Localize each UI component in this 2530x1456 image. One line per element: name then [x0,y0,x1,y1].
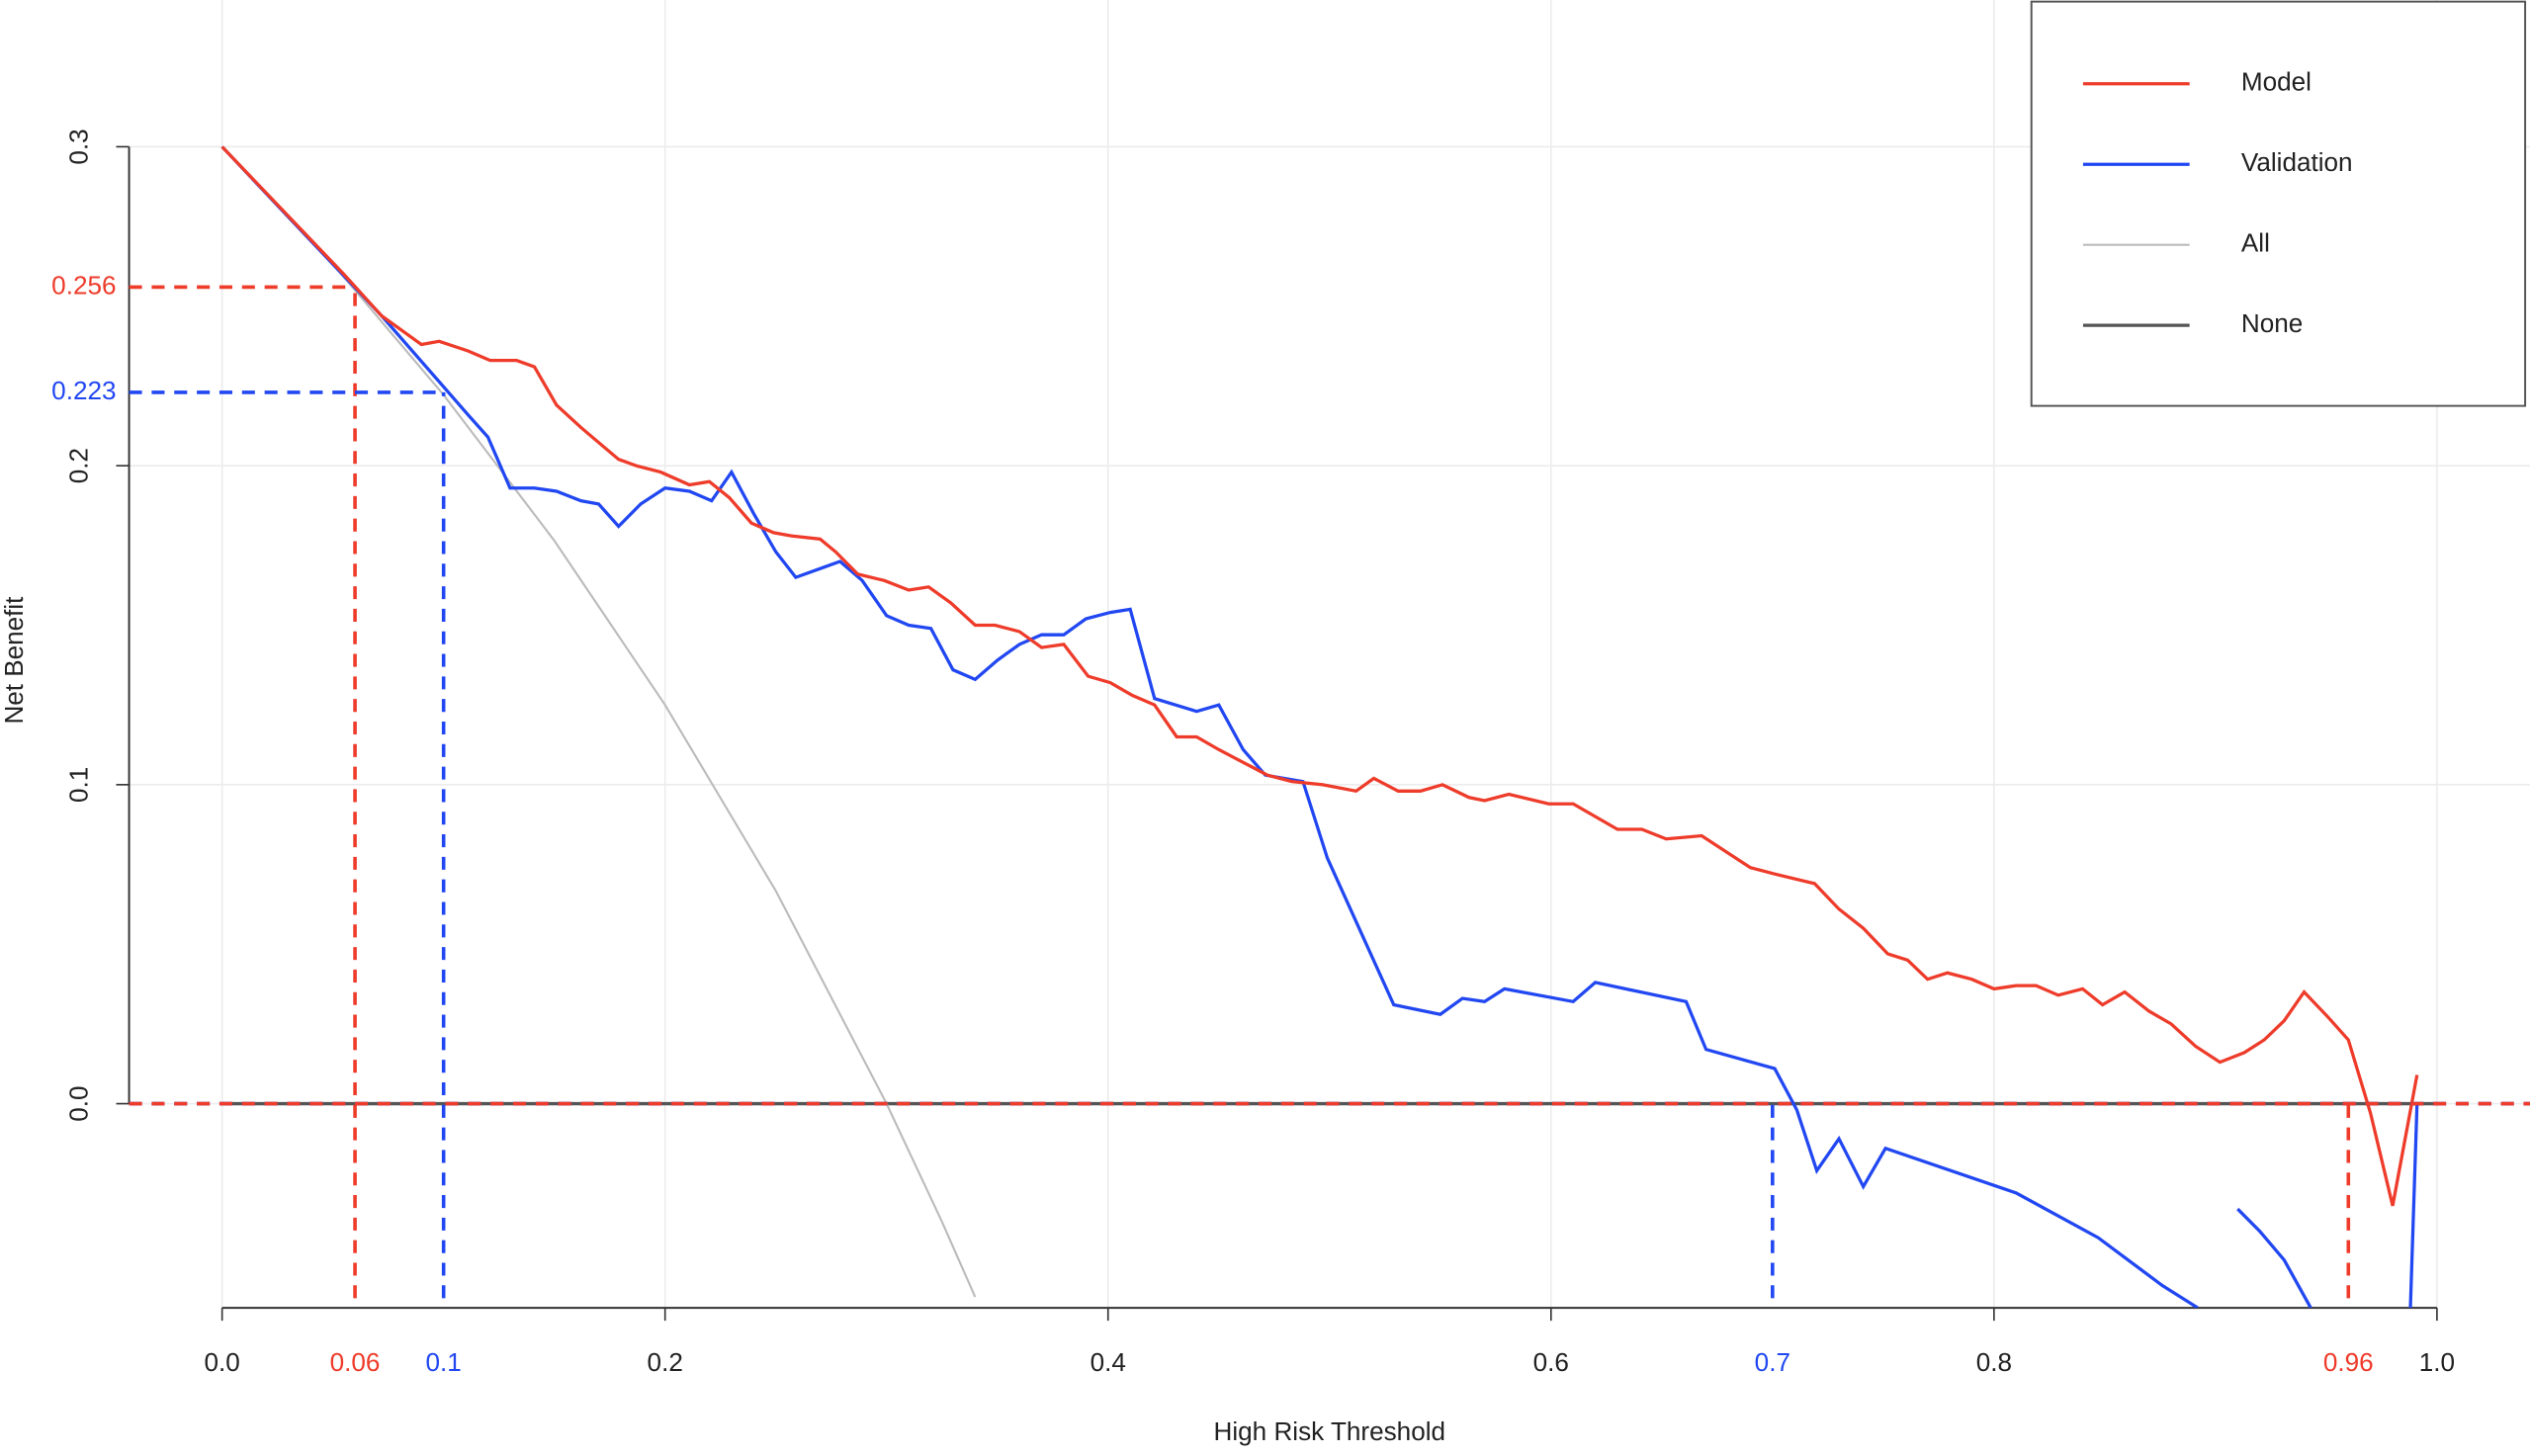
y-tick-label: 0.2 [63,448,93,483]
x-tick-label: 0.0 [205,1347,240,1377]
series-line [220,145,977,1298]
y-tick-label: 0.3 [63,128,93,164]
marker-x-label: 0.06 [330,1347,381,1377]
x-tick-label: 1.0 [2419,1347,2455,1377]
y-tick-label: 0.0 [63,1085,93,1121]
marker-x-label: 0.1 [426,1347,462,1377]
y-axis-label: Net Benefit [0,596,29,725]
marker-x-label: 0.96 [2323,1347,2374,1377]
legend-label: All [2241,228,2270,258]
plot-area [129,145,2530,1309]
x-tick-label: 0.4 [1091,1347,1126,1377]
marker-x-label: 0.7 [1755,1347,1790,1377]
legend-label: Model [2241,67,2312,97]
x-axis-label: High Risk Threshold [1214,1416,1446,1446]
legend-label: None [2241,308,2303,338]
y-tick-label: 0.1 [63,767,93,803]
x-tick-label: 0.2 [648,1347,683,1377]
series-line [220,145,2419,1207]
marker-y-label: 0.223 [51,376,116,405]
legend-box [2030,0,2527,407]
x-tick-label: 0.8 [1976,1347,2012,1377]
marker-y-label: 0.256 [51,270,116,300]
series-line [220,145,2419,1309]
legend-label: Validation [2241,147,2353,177]
x-tick-label: 0.6 [1533,1347,1569,1377]
